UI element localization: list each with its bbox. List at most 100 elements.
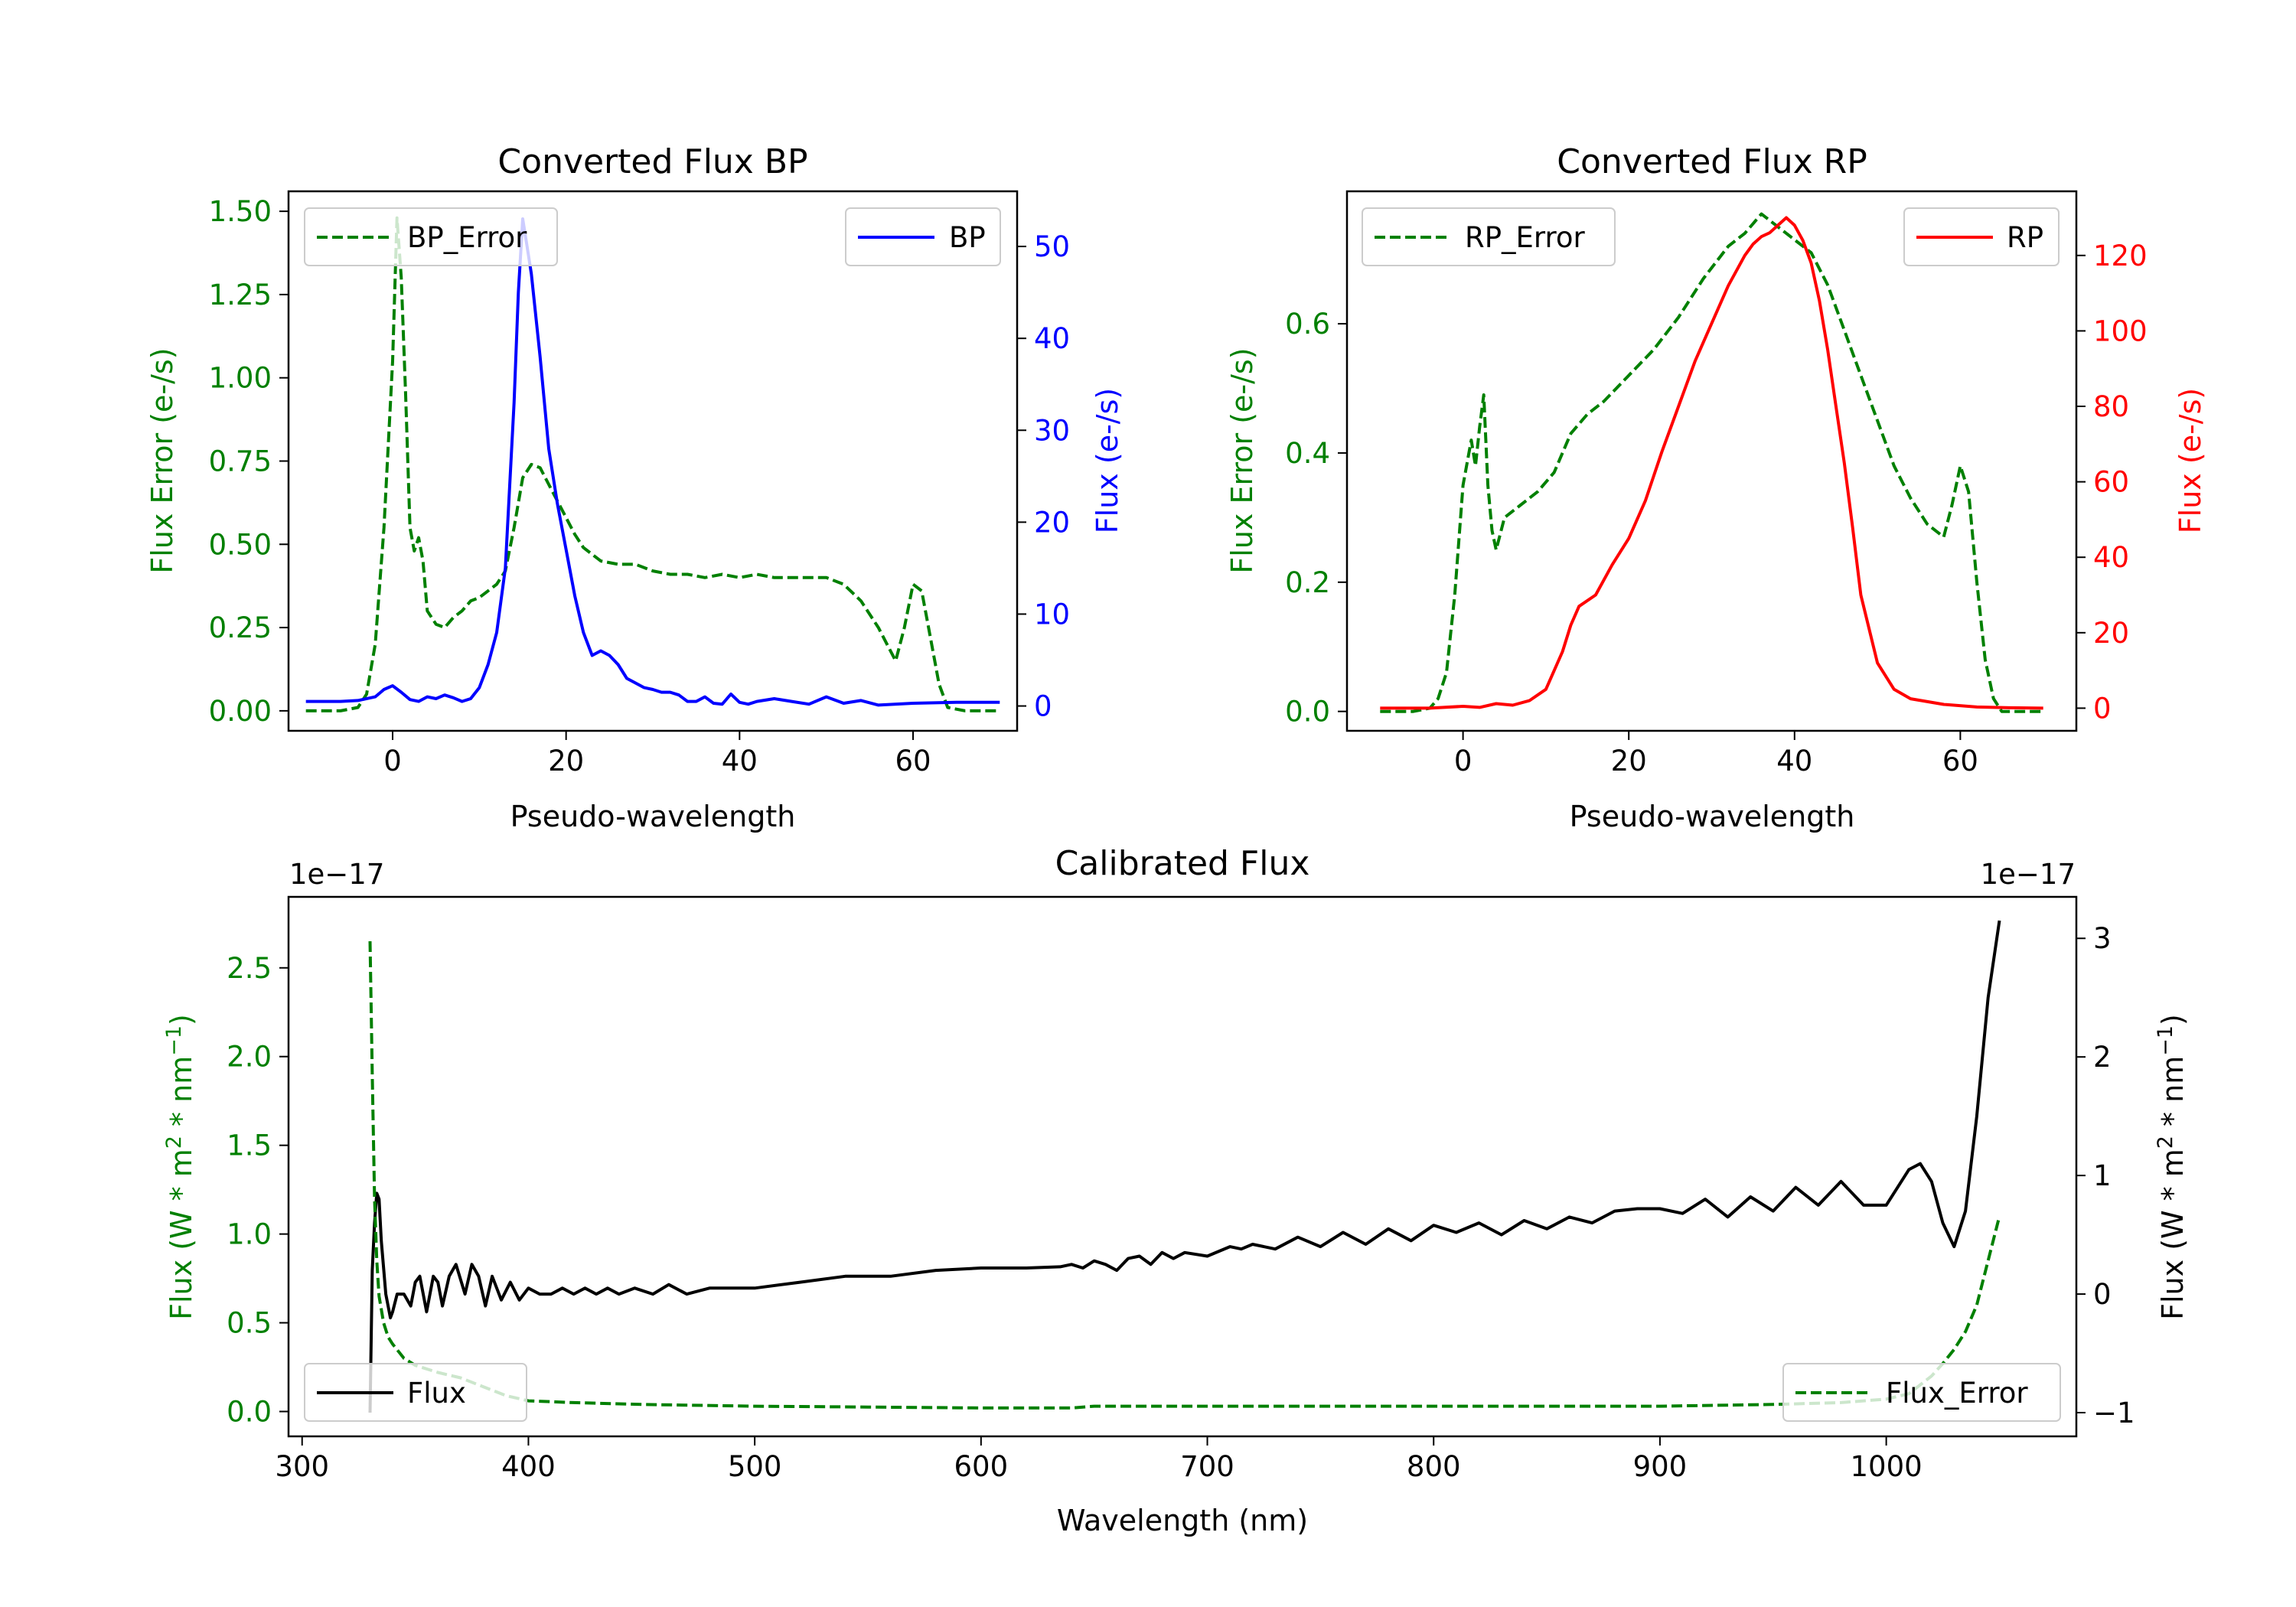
rp-xlabel: Pseudo-wavelength: [1570, 800, 1855, 833]
cal-panel: Calibrated Flux 1e−17 1e−17 300 400 500 600…: [162, 844, 2190, 1537]
bp-xtick-label: 60: [895, 745, 931, 777]
cal-left-tick-label: 2.0: [227, 1041, 272, 1074]
rp-legend-error: RP_Error: [1362, 207, 1616, 266]
cal-xtick-label: 800: [1407, 1450, 1461, 1483]
cal-right-tick-label: 1: [2093, 1159, 2112, 1192]
cal-offset-left: 1e−17: [289, 858, 384, 891]
cal-axes-frame: [287, 895, 2078, 1438]
bp-right-tick-label: 20: [1034, 506, 1070, 539]
cal-xtick-label: 500: [728, 1450, 782, 1483]
cal-xtick-label: 1000: [1851, 1450, 1923, 1483]
rp-x-ticks: 0 20 40 60: [1454, 731, 1978, 777]
cal-xtick-label: 400: [501, 1450, 556, 1483]
bp-legend-error: BP_Error: [304, 207, 558, 266]
rp-right-tick-label: 40: [2093, 541, 2129, 574]
bp-left-tick-label: 1.25: [209, 279, 272, 311]
rp-right-tick-label: 100: [2093, 315, 2148, 347]
bp-right-tick-label: 0: [1034, 690, 1052, 723]
bp-panel: Converted Flux BP 0 20 40 60 0.000.250.500.…: [145, 142, 1124, 833]
bp-left-tick-label: 0.25: [209, 611, 272, 644]
rp-xtick-label: 60: [1942, 745, 1978, 777]
rp-series-rp-line: [1380, 216, 2043, 710]
rp-right-tick-label: 120: [2093, 240, 2148, 272]
rp-left-tick-label: 0.2: [1285, 566, 1330, 599]
cal-ylabel-right: Flux (W * m2 * nm−1): [2154, 1014, 2190, 1320]
cal-left-tick-label: 0.5: [227, 1307, 272, 1340]
cal-right-tick-label: 0: [2093, 1278, 2112, 1311]
bp-legend-error-label: BP_Error: [407, 221, 527, 254]
cal-xtick-label: 700: [1180, 1450, 1234, 1483]
cal-offset-right: 1e−17: [1981, 858, 2076, 891]
rp-ylabel-left: Flux Error (e-/s): [1225, 347, 1259, 573]
bp-xtick-label: 0: [383, 745, 402, 777]
cal-left-tick-label: 2.5: [227, 952, 272, 985]
bp-xlabel: Pseudo-wavelength: [510, 800, 796, 833]
bp-right-tick-label: 10: [1034, 598, 1070, 631]
rp-legend-flux: RP: [1903, 207, 2060, 266]
cal-xtick-label: 300: [275, 1450, 329, 1483]
rp-xtick-label: 40: [1776, 745, 1812, 777]
rp-axes-frame: [1345, 190, 2078, 732]
bp-left-tick-label: 0.75: [209, 445, 272, 478]
cal-series-flux-error-line: [368, 940, 2001, 1410]
rp-xtick-label: 0: [1454, 745, 1473, 777]
rp-ylabel-right: Flux (e-/s): [2174, 388, 2207, 533]
cal-x-ticks: 300 400 500 600 700 800 900 1000: [275, 1436, 1923, 1483]
bp-axes-frame: [287, 190, 1019, 732]
cal-left-tick-label: 0.0: [227, 1396, 272, 1429]
cal-xtick-label: 900: [1633, 1450, 1688, 1483]
rp-series-rp-error-line: [1380, 212, 2043, 713]
cal-left-tick-label: 1.0: [227, 1218, 272, 1251]
cal-xlabel: Wavelength (nm): [1057, 1504, 1308, 1537]
bp-ylabel-left: Flux Error (e-/s): [145, 347, 179, 573]
bp-xtick-label: 40: [722, 745, 758, 777]
cal-legend-flux-label: Flux: [407, 1377, 466, 1410]
rp-panel: Converted Flux RP 0 20 40 60 0.0 0.2 0.4 0.6 0…: [1225, 142, 2207, 833]
cal-left-tick-label: 1.5: [227, 1129, 272, 1162]
cal-series-flux-line: [368, 920, 2001, 1413]
rp-left-tick-label: 0.4: [1285, 437, 1330, 470]
cal-title: Calibrated Flux: [1055, 844, 1310, 883]
bp-right-tick-label: 30: [1034, 414, 1070, 447]
bp-xtick-label: 20: [548, 745, 584, 777]
cal-left-ticks: 0.0 0.5 1.0 1.5 2.0 2.5: [227, 952, 289, 1429]
rp-left-ticks: 0.0 0.2 0.4 0.6: [1285, 308, 1347, 729]
rp-left-tick-label: 0.0: [1285, 696, 1330, 729]
rp-right-ticks: 0 20 40 60 80 100 120: [2076, 240, 2148, 725]
bp-right-ticks: 0 10 20 30 40 50: [1017, 230, 1070, 723]
rp-legend-error-label: RP_Error: [1465, 221, 1585, 254]
rp-legend-flux-label: RP: [2007, 221, 2043, 254]
bp-title: Converted Flux BP: [497, 142, 807, 181]
bp-left-tick-label: 0.00: [209, 695, 272, 728]
cal-legend-error-label: Flux_Error: [1886, 1377, 2028, 1410]
bp-right-tick-label: 50: [1034, 230, 1070, 263]
rp-right-tick-label: 80: [2093, 390, 2129, 423]
bp-x-ticks: 0 20 40 60: [383, 731, 931, 777]
bp-right-tick-label: 40: [1034, 322, 1070, 355]
rp-series-layer: [1380, 212, 2043, 713]
rp-right-tick-label: 60: [2093, 466, 2129, 499]
cal-legend-flux: Flux: [304, 1363, 527, 1422]
bp-left-tick-label: 0.50: [209, 528, 272, 561]
bp-series-bp-line: [305, 217, 1000, 707]
bp-left-tick-label: 1.00: [209, 362, 272, 395]
cal-series-layer: [368, 920, 2001, 1413]
bp-series-bp-error-line: [305, 216, 1000, 712]
rp-left-tick-label: 0.6: [1285, 308, 1330, 341]
bp-left-ticks: 0.00 0.25 0.50 0.75 1.00 1.25 1.50: [209, 195, 289, 728]
bp-legend-flux-label: BP: [949, 221, 986, 254]
bp-ylabel-right: Flux (e-/s): [1091, 388, 1124, 533]
bp-left-tick-label: 1.50: [209, 195, 272, 228]
cal-xtick-label: 600: [954, 1450, 1009, 1483]
cal-legend-error: Flux_Error: [1782, 1363, 2061, 1422]
rp-xtick-label: 20: [1611, 745, 1647, 777]
rp-title: Converted Flux RP: [1557, 142, 1867, 181]
cal-right-tick-label: 2: [2093, 1041, 2112, 1074]
rp-right-tick-label: 20: [2093, 617, 2129, 650]
rp-right-tick-label: 0: [2093, 692, 2112, 725]
cal-right-tick-label: −1: [2093, 1397, 2135, 1429]
cal-ylabel-left: Flux (W * m2 * nm−1): [162, 1014, 198, 1320]
cal-right-tick-label: 3: [2093, 922, 2112, 955]
cal-right-ticks: −1 0 1 2 3: [2076, 922, 2135, 1429]
